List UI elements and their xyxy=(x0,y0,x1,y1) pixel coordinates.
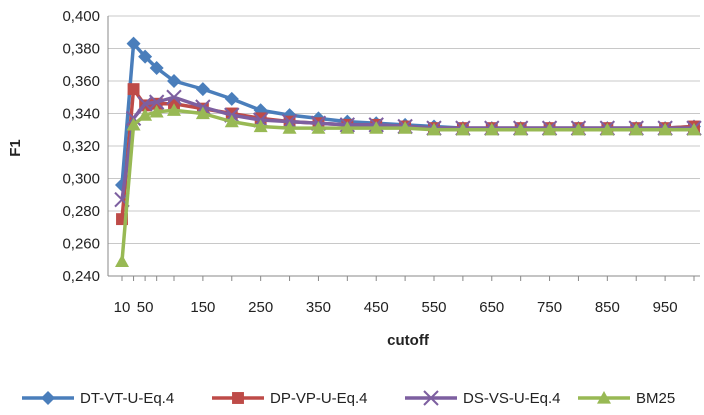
y-tick-label: 0,240 xyxy=(62,268,100,285)
series-4 xyxy=(115,103,701,267)
x-axis-title: cutoff xyxy=(387,332,430,349)
legend-label: DT-VT-U-Eq.4 xyxy=(80,390,174,407)
y-tick-label: 0,380 xyxy=(62,41,100,58)
data-point-triangle xyxy=(282,121,297,134)
axes xyxy=(107,16,700,281)
data-point-triangle xyxy=(687,122,701,136)
data-point-square xyxy=(116,213,128,226)
grid-lines xyxy=(108,15,700,277)
x-tick-label: 550 xyxy=(421,299,446,316)
data-point-triangle xyxy=(149,104,164,118)
x-tick-label: 150 xyxy=(190,299,215,316)
data-point-triangle xyxy=(253,119,268,133)
data-point-triangle xyxy=(167,103,181,116)
data-point-x xyxy=(148,94,165,110)
data-point-diamond xyxy=(149,61,164,75)
data-point-triangle xyxy=(369,121,384,134)
data-point-triangle xyxy=(126,117,141,131)
data-point-triangle xyxy=(571,122,586,136)
data-point-triangle xyxy=(597,391,611,404)
data-point-diamond xyxy=(167,74,181,88)
data-point-triangle xyxy=(224,114,239,128)
x-tick-label: 10 xyxy=(114,299,131,316)
data-point-triangle xyxy=(600,122,615,136)
series-2 xyxy=(116,83,700,226)
data-point-square xyxy=(127,83,140,96)
x-tick-label: 50 xyxy=(137,299,154,316)
data-point-diamond xyxy=(195,82,210,97)
data-point-diamond xyxy=(224,91,239,106)
legend-item: DP-VP-U-Eq.4 xyxy=(212,390,368,407)
data-point-diamond xyxy=(126,36,141,51)
x-tick-label: 250 xyxy=(248,299,273,316)
series-group xyxy=(114,36,702,267)
y-tick-label: 0,360 xyxy=(62,73,100,90)
x-tick-label: 450 xyxy=(364,299,389,316)
data-point-square xyxy=(232,392,244,404)
data-point-triangle xyxy=(115,254,129,267)
data-point-triangle xyxy=(455,122,470,136)
y-tick-label: 0,280 xyxy=(62,203,100,220)
legend-label: DP-VP-U-Eq.4 xyxy=(270,390,368,407)
data-point-triangle xyxy=(427,122,441,136)
data-point-triangle xyxy=(311,121,326,134)
legend-item: DS-VS-U-Eq.4 xyxy=(405,390,561,407)
data-point-diamond xyxy=(138,49,153,64)
data-point-triangle xyxy=(542,122,557,136)
y-axis-title: F1 xyxy=(7,139,24,157)
x-tick-label: 950 xyxy=(653,299,678,316)
data-point-triangle xyxy=(195,106,210,120)
data-point-triangle xyxy=(138,108,153,121)
y-tick-label: 0,320 xyxy=(62,138,100,155)
legend-item: BM25 xyxy=(578,390,675,407)
data-point-x xyxy=(423,390,439,406)
x-tick-label: 750 xyxy=(537,299,562,316)
x-tick-label: 850 xyxy=(595,299,620,316)
y-tick-label: 0,300 xyxy=(62,171,100,188)
legend-item: DT-VT-U-Eq.4 xyxy=(22,390,174,407)
y-tick-label: 0,260 xyxy=(62,236,100,253)
x-tick-label: 350 xyxy=(306,299,331,316)
legend-label: BM25 xyxy=(636,390,675,407)
y-tick-labels: 0,240 0,260 0,280 0,300 0,320 0,340 0,360 0,380… xyxy=(62,8,100,285)
y-tick-label: 0,400 xyxy=(62,8,100,25)
data-point-x xyxy=(166,89,182,105)
data-point-triangle xyxy=(629,122,644,136)
legend-label: DS-VS-U-Eq.4 xyxy=(463,390,561,407)
y-tick-label: 0,340 xyxy=(62,106,100,123)
x-tick-label: 650 xyxy=(479,299,504,316)
x-tick-labels: 10 50 150 250 350 450 550 650 750 850 950 xyxy=(114,299,678,316)
data-point-triangle xyxy=(484,122,499,136)
legend: DT-VT-U-Eq.4 DP-VP-U-Eq.4 DS-VS-U-Eq.4 BM25 xyxy=(22,390,675,407)
data-point-triangle xyxy=(513,122,528,136)
data-point-triangle xyxy=(340,121,355,134)
data-point-triangle xyxy=(398,121,413,134)
data-point-triangle xyxy=(658,122,673,136)
data-point-diamond xyxy=(41,391,55,405)
